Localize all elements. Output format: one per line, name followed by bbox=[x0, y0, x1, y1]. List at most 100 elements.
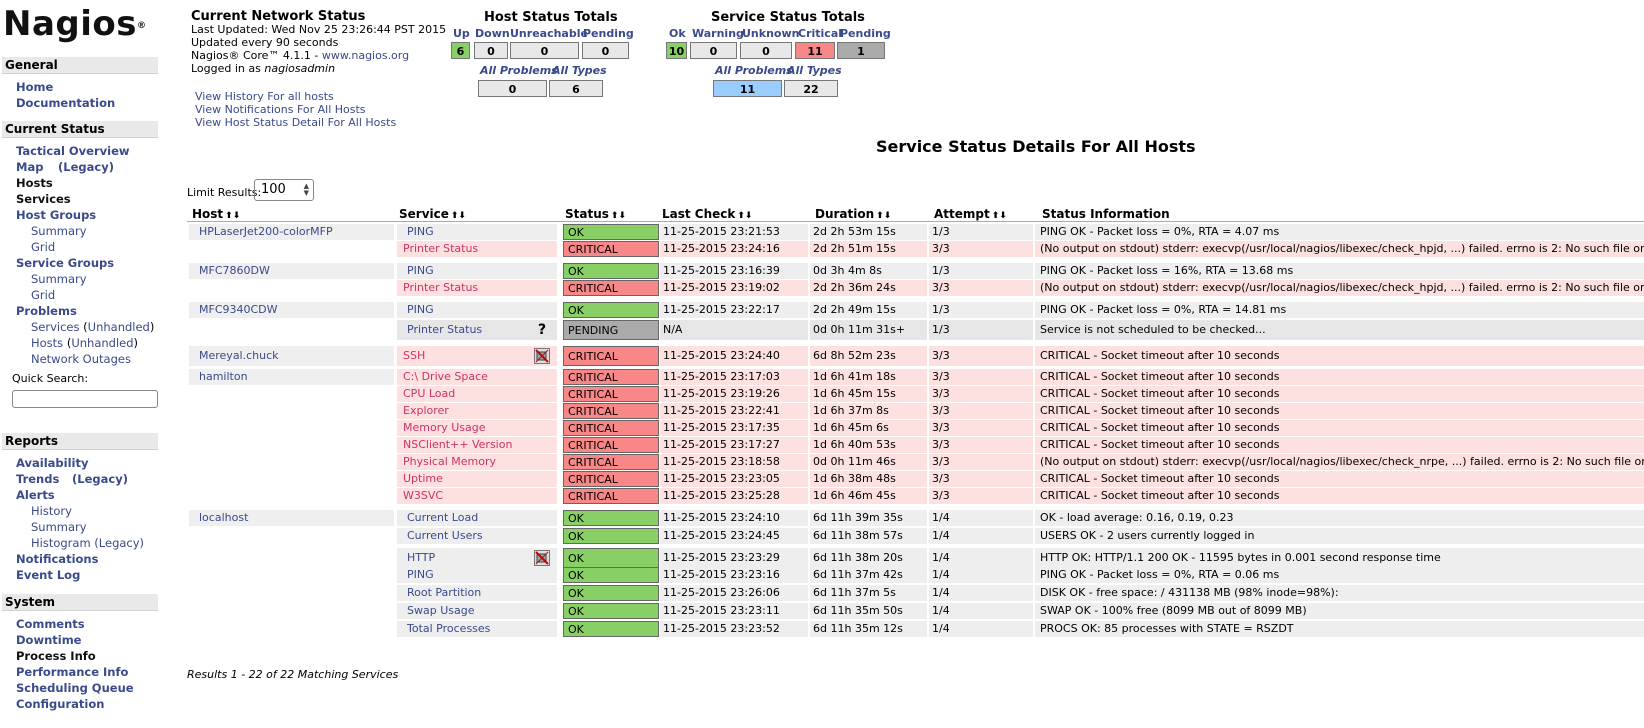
limit-results-select[interactable]: 100 ▲ ▼ bbox=[254, 179, 314, 201]
service-cell[interactable]: C:\ Drive Space bbox=[397, 369, 557, 385]
nagios-org-link[interactable]: www.nagios.org bbox=[321, 49, 410, 62]
nagios-logo[interactable]: Nagios® bbox=[3, 4, 147, 44]
nav-problems-services-link[interactable]: Services bbox=[31, 320, 80, 334]
host-cell[interactable]: MFC7860DW bbox=[189, 263, 394, 279]
host-all-types-label[interactable]: All Types bbox=[552, 64, 607, 77]
host-all-problems-label[interactable]: All Problems bbox=[480, 64, 558, 77]
nav-process-info[interactable]: Process Info bbox=[16, 649, 96, 663]
service-cell[interactable]: PING bbox=[397, 224, 557, 240]
host-down-label[interactable]: Down bbox=[475, 27, 510, 40]
service-unknown-label[interactable]: Unknown bbox=[742, 27, 800, 40]
service-cell[interactable]: HTTP bbox=[397, 548, 557, 568]
nav-services[interactable]: Services bbox=[16, 192, 71, 206]
service-cell[interactable]: Printer Status bbox=[397, 241, 557, 257]
service-cell[interactable]: Printer Status bbox=[397, 320, 557, 340]
nav-trends-legacy[interactable]: (Legacy) bbox=[72, 472, 128, 486]
nav-scheduling-queue[interactable]: Scheduling Queue bbox=[16, 681, 134, 695]
host-up-label[interactable]: Up bbox=[453, 27, 470, 40]
nav-hg-summary[interactable]: Summary bbox=[31, 224, 87, 238]
host-pending-count[interactable]: 0 bbox=[582, 42, 629, 59]
nav-sg-grid[interactable]: Grid bbox=[31, 288, 56, 302]
sort-arrows-icon[interactable]: ⬆⬇ bbox=[610, 211, 626, 221]
service-warning-count[interactable]: 0 bbox=[690, 42, 737, 59]
service-cell[interactable]: Explorer bbox=[397, 403, 557, 419]
nav-event-log[interactable]: Event Log bbox=[16, 568, 81, 582]
nav-map-legacy[interactable]: (Legacy) bbox=[58, 160, 114, 174]
nav-tactical-overview[interactable]: Tactical Overview bbox=[16, 144, 130, 158]
service-critical-label[interactable]: Critical bbox=[798, 27, 843, 40]
nav-sg-summary[interactable]: Summary bbox=[31, 272, 87, 286]
col-host[interactable]: Host ⬆⬇ bbox=[192, 207, 241, 221]
sort-arrows-icon[interactable]: ⬆⬇ bbox=[225, 211, 241, 221]
host-cell[interactable]: hamilton bbox=[189, 369, 394, 385]
service-cell[interactable]: PING bbox=[397, 302, 557, 318]
nav-hosts[interactable]: Hosts bbox=[16, 176, 53, 190]
nav-problems-hosts-link[interactable]: Hosts bbox=[31, 336, 64, 350]
host-unreachable-count[interactable]: 0 bbox=[510, 42, 579, 59]
nav-availability[interactable]: Availability bbox=[16, 456, 89, 470]
service-critical-count[interactable]: 11 bbox=[795, 42, 835, 59]
spinner-arrows-icon[interactable]: ▲ ▼ bbox=[303, 182, 309, 197]
host-pending-label[interactable]: Pending bbox=[583, 27, 634, 40]
sort-arrows-icon[interactable]: ⬆⬇ bbox=[876, 211, 892, 221]
quick-search-input[interactable] bbox=[12, 390, 158, 408]
service-ok-count[interactable]: 10 bbox=[666, 42, 687, 59]
service-all-types-label[interactable]: All Types bbox=[787, 64, 842, 77]
service-pending-label[interactable]: Pending bbox=[840, 27, 891, 40]
host-all-types-count[interactable]: 6 bbox=[549, 80, 603, 97]
col-last-check[interactable]: Last Check ⬆⬇ bbox=[662, 207, 753, 221]
service-cell[interactable]: Uptime bbox=[397, 471, 557, 487]
service-cell[interactable]: Memory Usage bbox=[397, 420, 557, 436]
service-cell[interactable]: Current Load bbox=[397, 510, 557, 526]
nav-performance-info[interactable]: Performance Info bbox=[16, 665, 129, 679]
service-cell[interactable]: Swap Usage bbox=[397, 603, 557, 619]
service-cell[interactable]: Printer Status bbox=[397, 280, 557, 296]
service-cell[interactable]: Total Processes bbox=[397, 621, 557, 637]
nav-host-groups[interactable]: Host Groups bbox=[16, 208, 97, 222]
service-unknown-count[interactable]: 0 bbox=[740, 42, 792, 59]
service-all-types-count[interactable]: 22 bbox=[784, 80, 838, 97]
col-attempt[interactable]: Attempt ⬆⬇ bbox=[934, 207, 1007, 221]
service-pending-count[interactable]: 1 bbox=[837, 42, 885, 59]
service-cell[interactable]: SSH bbox=[397, 346, 557, 366]
host-down-count[interactable]: 0 bbox=[474, 42, 508, 59]
nav-problems-hosts-unhandled[interactable]: Unhandled bbox=[71, 336, 134, 350]
service-cell[interactable]: CPU Load bbox=[397, 386, 557, 402]
nav-service-groups[interactable]: Service Groups bbox=[16, 256, 115, 270]
nav-map[interactable]: Map bbox=[16, 160, 44, 174]
nav-documentation[interactable]: Documentation bbox=[16, 96, 116, 110]
service-warning-label[interactable]: Warning bbox=[692, 27, 744, 40]
host-up-count[interactable]: 6 bbox=[451, 42, 470, 59]
service-cell[interactable]: Current Users bbox=[397, 528, 557, 544]
nav-home[interactable]: Home bbox=[16, 80, 54, 94]
nav-alerts[interactable]: Alerts bbox=[16, 488, 55, 502]
sort-arrows-icon[interactable]: ⬆⬇ bbox=[737, 211, 753, 221]
nav-comments[interactable]: Comments bbox=[16, 617, 85, 631]
nav-hg-grid[interactable]: Grid bbox=[31, 240, 56, 254]
service-cell[interactable]: Physical Memory bbox=[397, 454, 557, 470]
host-cell[interactable]: HPLaserJet200-colorMFP bbox=[189, 224, 394, 240]
service-cell[interactable]: NSClient++ Version bbox=[397, 437, 557, 453]
col-duration[interactable]: Duration ⬆⬇ bbox=[815, 207, 892, 221]
host-cell[interactable]: Mereyal.chuck bbox=[189, 346, 394, 366]
nav-problems[interactable]: Problems bbox=[16, 304, 77, 318]
nav-alerts-histogram[interactable]: Histogram (Legacy) bbox=[31, 536, 145, 550]
host-unreachable-label[interactable]: Unreachable bbox=[510, 27, 588, 40]
col-service[interactable]: Service ⬆⬇ bbox=[399, 207, 466, 221]
link-host-status-detail[interactable]: View Host Status Detail For All Hosts bbox=[195, 116, 397, 129]
nav-alerts-history[interactable]: History bbox=[31, 504, 72, 518]
link-history-all-hosts[interactable]: View History For all hosts bbox=[195, 90, 334, 103]
service-all-problems-count[interactable]: 11 bbox=[713, 80, 782, 97]
service-cell[interactable]: PING bbox=[397, 263, 557, 279]
notifications-disabled-icon[interactable] bbox=[534, 348, 550, 364]
sort-arrows-icon[interactable]: ⬆⬇ bbox=[450, 211, 466, 221]
nav-network-outages[interactable]: Network Outages bbox=[31, 352, 131, 366]
nav-trends[interactable]: Trends bbox=[16, 472, 60, 486]
nav-configuration[interactable]: Configuration bbox=[16, 697, 105, 711]
host-cell[interactable]: localhost bbox=[189, 510, 394, 526]
nav-problems-services-unhandled[interactable]: Unhandled bbox=[87, 320, 150, 334]
service-cell[interactable]: PING bbox=[397, 567, 557, 583]
nav-notifications[interactable]: Notifications bbox=[16, 552, 99, 566]
notifications-disabled-icon[interactable] bbox=[534, 550, 550, 566]
nav-alerts-summary[interactable]: Summary bbox=[31, 520, 87, 534]
